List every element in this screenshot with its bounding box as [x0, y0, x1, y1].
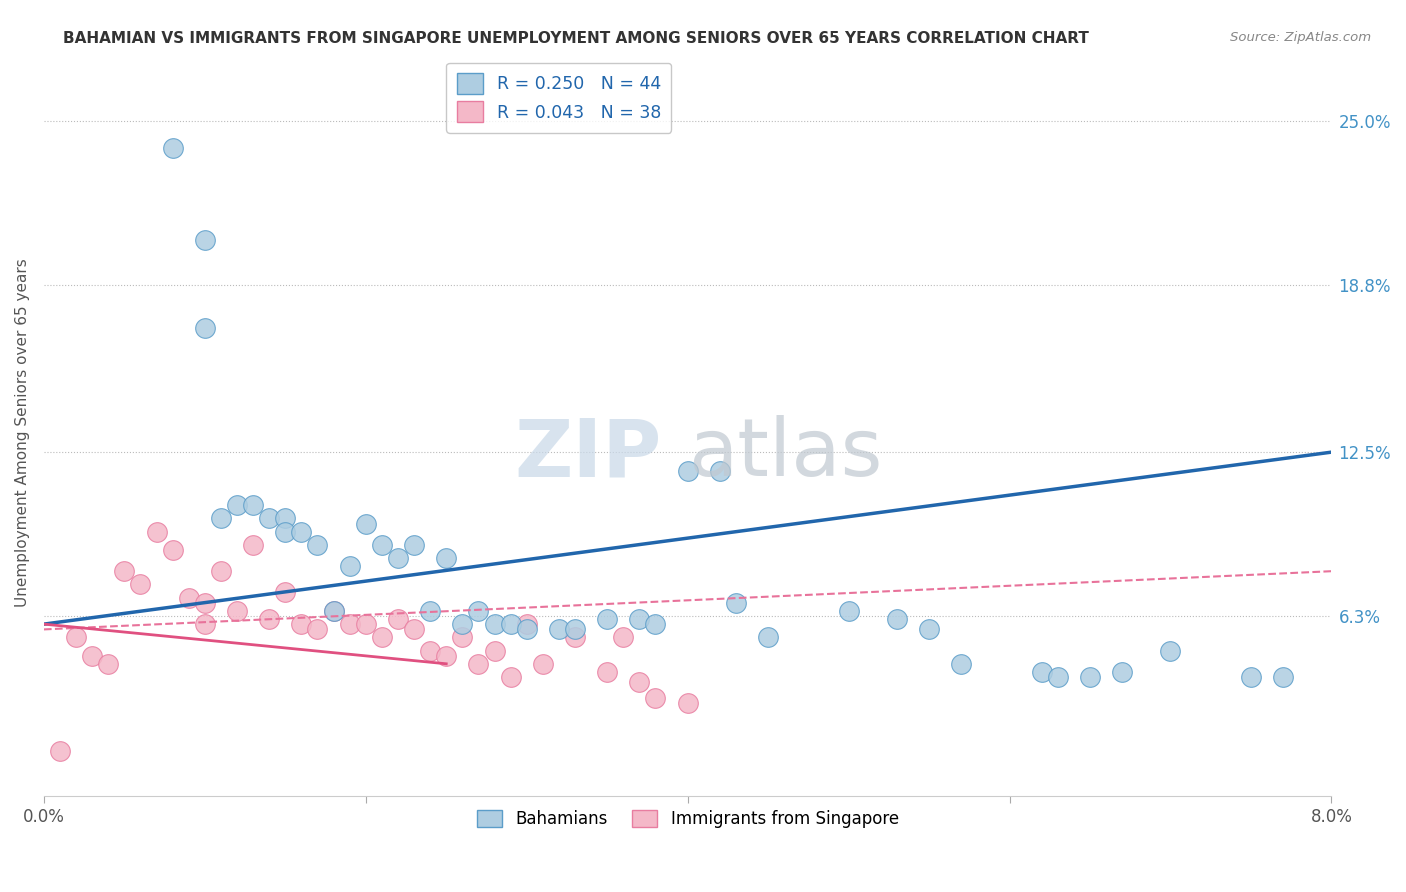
Point	[918, 623, 941, 637]
Point	[49, 744, 72, 758]
Y-axis label: Unemployment Among Seniors over 65 years: Unemployment Among Seniors over 65 years	[15, 258, 30, 607]
Point	[387, 612, 409, 626]
Point	[274, 511, 297, 525]
Point	[451, 631, 474, 645]
Point	[499, 617, 522, 632]
Point	[628, 612, 651, 626]
Text: atlas: atlas	[688, 415, 882, 493]
Point	[467, 604, 489, 618]
Point	[596, 612, 619, 626]
Point	[1046, 670, 1069, 684]
Point	[354, 516, 377, 531]
Point	[274, 524, 297, 539]
Point	[451, 617, 474, 632]
Point	[194, 596, 217, 610]
Point	[644, 691, 666, 706]
Point	[628, 675, 651, 690]
Point	[177, 591, 200, 605]
Point	[644, 617, 666, 632]
Point	[1111, 665, 1133, 679]
Point	[950, 657, 973, 671]
Legend: Bahamians, Immigrants from Singapore: Bahamians, Immigrants from Singapore	[470, 804, 905, 835]
Text: Source: ZipAtlas.com: Source: ZipAtlas.com	[1230, 31, 1371, 45]
Point	[290, 524, 312, 539]
Point	[886, 612, 908, 626]
Point	[724, 596, 747, 610]
Point	[322, 604, 344, 618]
Point	[709, 464, 731, 478]
Point	[676, 464, 699, 478]
Point	[307, 538, 329, 552]
Point	[194, 234, 217, 248]
Point	[290, 617, 312, 632]
Point	[354, 617, 377, 632]
Point	[339, 617, 361, 632]
Point	[145, 524, 167, 539]
Point	[97, 657, 120, 671]
Point	[209, 511, 232, 525]
Point	[516, 617, 538, 632]
Point	[1031, 665, 1053, 679]
Point	[129, 577, 152, 591]
Point	[499, 670, 522, 684]
Point	[434, 551, 457, 566]
Point	[434, 648, 457, 663]
Point	[194, 617, 217, 632]
Point	[402, 538, 425, 552]
Text: ZIP: ZIP	[515, 415, 662, 493]
Text: BAHAMIAN VS IMMIGRANTS FROM SINGAPORE UNEMPLOYMENT AMONG SENIORS OVER 65 YEARS C: BAHAMIAN VS IMMIGRANTS FROM SINGAPORE UN…	[63, 31, 1090, 46]
Point	[112, 564, 135, 578]
Point	[838, 604, 860, 618]
Point	[322, 604, 344, 618]
Point	[756, 631, 779, 645]
Point	[162, 141, 184, 155]
Point	[484, 643, 506, 657]
Point	[1240, 670, 1263, 684]
Point	[387, 551, 409, 566]
Point	[1159, 643, 1181, 657]
Point	[402, 623, 425, 637]
Point	[564, 631, 586, 645]
Point	[226, 604, 249, 618]
Point	[82, 648, 104, 663]
Point	[531, 657, 554, 671]
Point	[612, 631, 634, 645]
Point	[484, 617, 506, 632]
Point	[242, 498, 264, 512]
Point	[257, 612, 280, 626]
Point	[564, 623, 586, 637]
Point	[676, 697, 699, 711]
Point	[274, 585, 297, 599]
Point	[307, 623, 329, 637]
Point	[596, 665, 619, 679]
Point	[419, 604, 441, 618]
Point	[467, 657, 489, 671]
Point	[419, 643, 441, 657]
Point	[548, 623, 571, 637]
Point	[162, 543, 184, 558]
Point	[209, 564, 232, 578]
Point	[1078, 670, 1101, 684]
Point	[242, 538, 264, 552]
Point	[371, 538, 394, 552]
Point	[257, 511, 280, 525]
Point	[226, 498, 249, 512]
Point	[1272, 670, 1295, 684]
Point	[516, 623, 538, 637]
Point	[339, 558, 361, 573]
Point	[194, 320, 217, 334]
Point	[371, 631, 394, 645]
Point	[65, 631, 87, 645]
